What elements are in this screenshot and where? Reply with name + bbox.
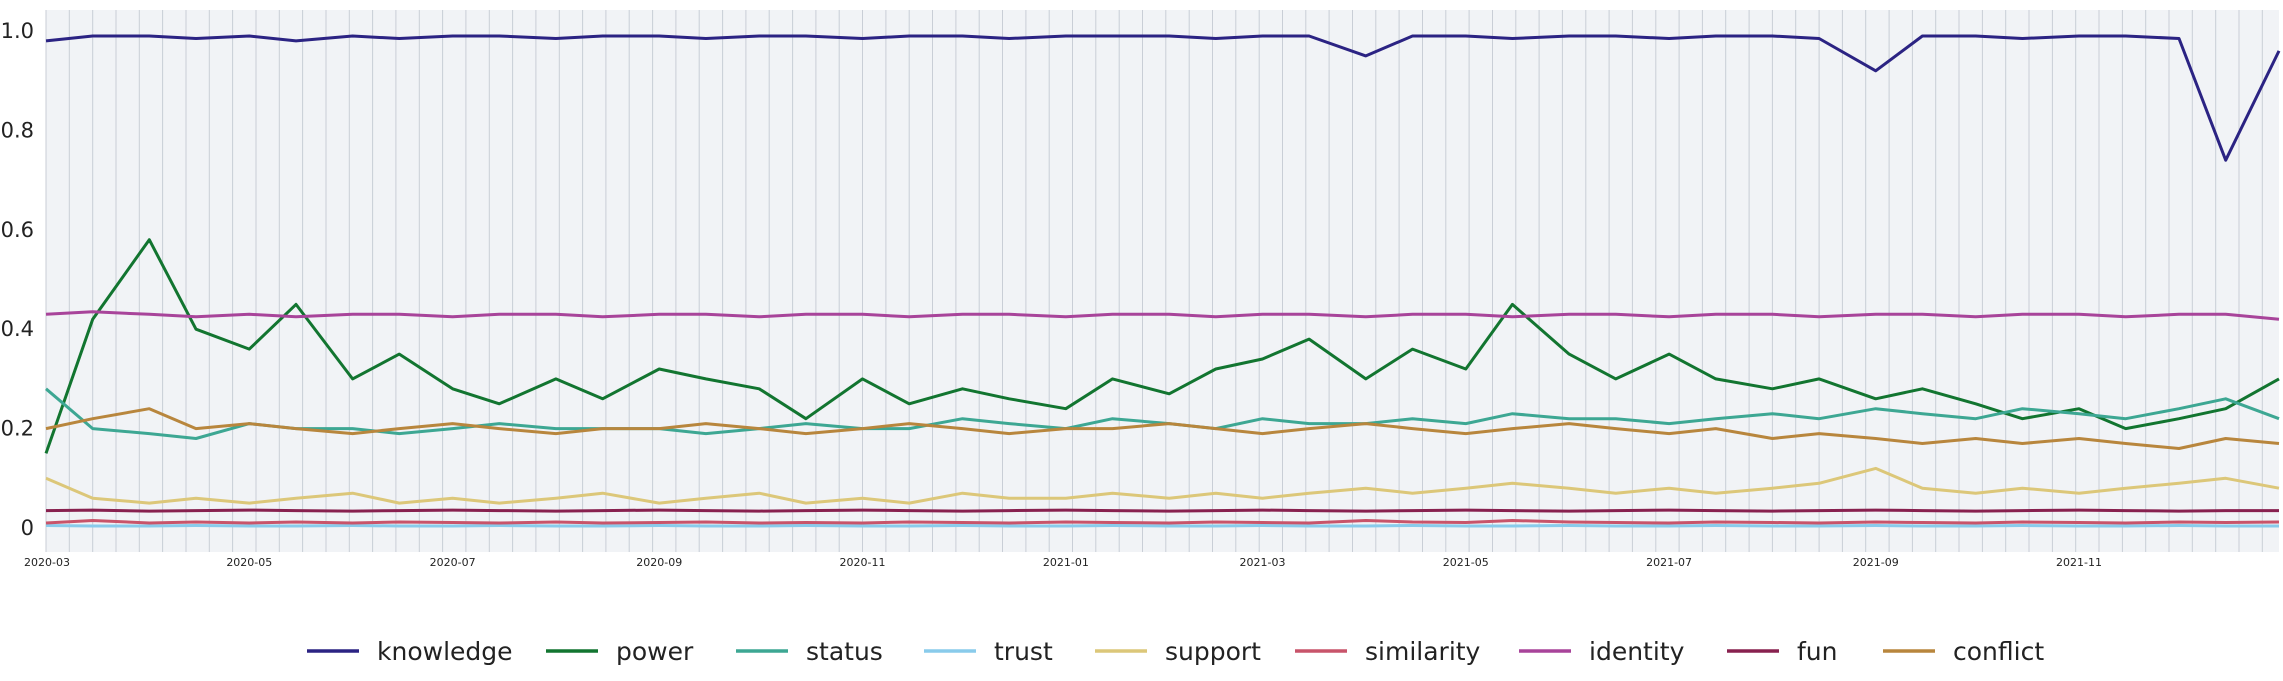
y-tick-label: 0.6	[1, 218, 34, 242]
x-tick-label: 2020-07	[430, 556, 476, 569]
legend-label-support: support	[1165, 637, 1261, 666]
x-tick-label: 2021-05	[1443, 556, 1489, 569]
grid	[45, 10, 2263, 552]
x-tick-label: 2021-03	[1240, 556, 1286, 569]
legend-label-status: status	[806, 637, 883, 666]
legend-label-trust: trust	[994, 637, 1053, 666]
legend: knowledge power status trust support similari…	[307, 637, 2044, 666]
x-tick-label: 2020-05	[226, 556, 272, 569]
legend-label-similarity: similarity	[1365, 637, 1481, 666]
legend-label-knowledge: knowledge	[377, 637, 513, 666]
y-tick-label: 0.4	[1, 317, 34, 341]
x-tick-label: 2021-11	[2056, 556, 2102, 569]
series-lines	[44, 34, 2281, 528]
y-tick-label: 1.0	[1, 19, 34, 43]
legend-label-fun: fun	[1797, 637, 1838, 666]
series-line-knowledge	[45, 34, 2281, 162]
x-tick-label: 2020-03	[24, 556, 70, 569]
series-line-conflict	[45, 407, 2280, 450]
x-tick-label: 2020-11	[840, 556, 886, 569]
y-tick-label: 0.8	[1, 118, 34, 142]
x-tick-label: 2020-09	[636, 556, 682, 569]
x-tick-label: 2021-09	[1853, 556, 1899, 569]
plot-background	[46, 10, 2279, 552]
legend-label-conflict: conflict	[1953, 637, 2044, 666]
series-line-trust	[45, 524, 2279, 528]
x-axis: 2020-03 2020-05 2020-07 2020-09 2020-11 2021-…	[24, 556, 2102, 569]
series-line-similarity	[45, 519, 2280, 525]
y-tick-label: 0.2	[1, 417, 34, 441]
y-axis: 0 0.2 0.4 0.6 0.8 1.0	[1, 19, 34, 540]
x-tick-label: 2021-01	[1043, 556, 1089, 569]
y-tick-label: 0	[21, 516, 34, 540]
x-tick-label: 2021-07	[1646, 556, 1692, 569]
legend-label-identity: identity	[1589, 637, 1685, 666]
series-line-support	[45, 466, 2280, 505]
series-line-fun	[45, 508, 2279, 513]
series-line-identity	[45, 310, 2280, 321]
series-line-power	[44, 238, 2280, 454]
legend-label-power: power	[616, 637, 694, 666]
